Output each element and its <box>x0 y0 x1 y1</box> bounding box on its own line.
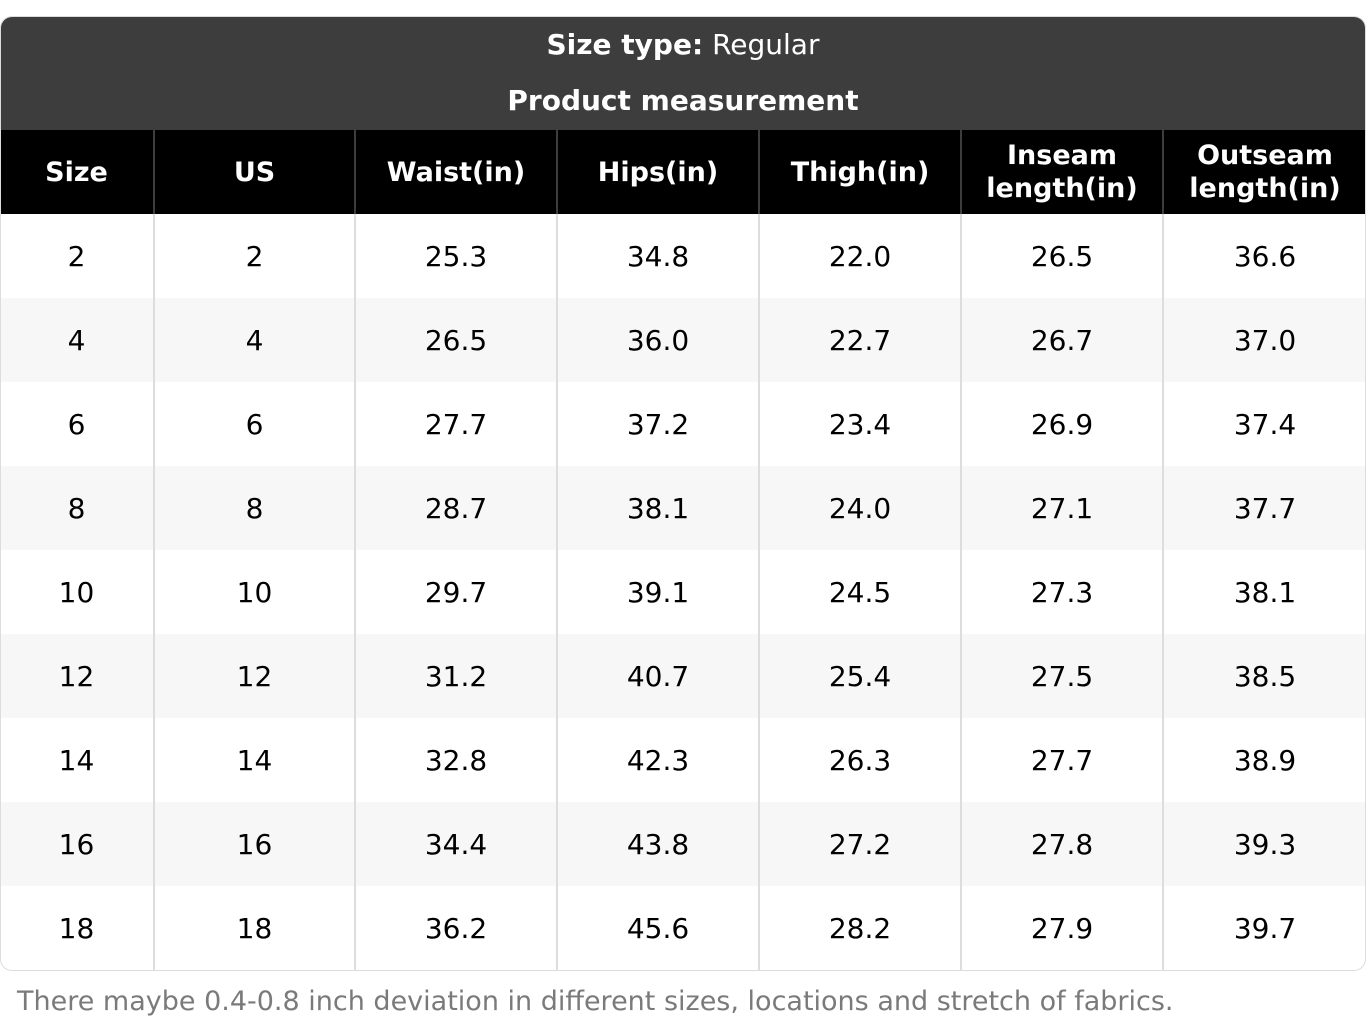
table-cell: 14 <box>1 718 154 802</box>
table-cell: 26.7 <box>960 298 1163 382</box>
table-cell: 26.5 <box>354 298 557 382</box>
table-cell: 23.4 <box>758 382 961 466</box>
column-header: Inseam length(in) <box>960 130 1163 214</box>
column-header: Outseam length(in) <box>1162 130 1365 214</box>
table-cell: 36.0 <box>556 298 759 382</box>
table-cell: 28.7 <box>354 466 557 550</box>
table-cell: 24.0 <box>758 466 961 550</box>
table-cell: 38.9 <box>1162 718 1365 802</box>
table-cell: 10 <box>153 550 355 634</box>
table-row: 14 14 32.8 42.3 26.3 27.7 38.9 <box>1 718 1365 802</box>
table-cell: 4 <box>1 298 154 382</box>
table-cell: 27.2 <box>758 802 961 886</box>
table-row: 4 4 26.5 36.0 22.7 26.7 37.0 <box>1 298 1365 382</box>
table-cell: 39.1 <box>556 550 759 634</box>
table-row: 18 18 36.2 45.6 28.2 27.9 39.7 <box>1 886 1365 970</box>
table-cell: 27.1 <box>960 466 1163 550</box>
table-cell: 26.9 <box>960 382 1163 466</box>
table-row: 6 6 27.7 37.2 23.4 26.9 37.4 <box>1 382 1365 466</box>
table-cell: 37.7 <box>1162 466 1365 550</box>
table-cell: 12 <box>153 634 355 718</box>
table-cell: 22.7 <box>758 298 961 382</box>
column-header: Waist(in) <box>354 130 557 214</box>
table-cell: 38.1 <box>1162 550 1365 634</box>
table-cell: 6 <box>1 382 154 466</box>
table-cell: 37.2 <box>556 382 759 466</box>
table-cell: 16 <box>153 802 355 886</box>
table-cell: 36.2 <box>354 886 557 970</box>
table-body: 2 2 25.3 34.8 22.0 26.5 36.6 4 4 26.5 36.0 22.7 26.7… <box>1 214 1365 970</box>
size-type-value: Regular <box>712 28 820 61</box>
table-cell: 45.6 <box>556 886 759 970</box>
table-cell: 36.6 <box>1162 214 1365 298</box>
table-cell: 38.1 <box>556 466 759 550</box>
table-cell: 18 <box>1 886 154 970</box>
column-header: Thigh(in) <box>758 130 961 214</box>
size-chart-banner: Size type: Regular Product measurement <box>1 17 1365 130</box>
table-cell: 31.2 <box>354 634 557 718</box>
table-cell: 28.2 <box>758 886 961 970</box>
table-cell: 25.3 <box>354 214 557 298</box>
table-cell: 27.7 <box>960 718 1163 802</box>
table-cell: 27.9 <box>960 886 1163 970</box>
table-cell: 26.5 <box>960 214 1163 298</box>
table-cell: 42.3 <box>556 718 759 802</box>
table-cell: 38.5 <box>1162 634 1365 718</box>
table-cell: 27.7 <box>354 382 557 466</box>
table-cell: 2 <box>153 214 355 298</box>
table-cell: 34.4 <box>354 802 557 886</box>
column-header: US <box>153 130 355 214</box>
deviation-note: There maybe 0.4-0.8 inch deviation in di… <box>17 986 1174 1017</box>
table-cell: 39.3 <box>1162 802 1365 886</box>
table-cell: 10 <box>1 550 154 634</box>
table-cell: 4 <box>153 298 355 382</box>
table-cell: 37.4 <box>1162 382 1365 466</box>
table-row: 16 16 34.4 43.8 27.2 27.8 39.3 <box>1 802 1365 886</box>
table-row: 10 10 29.7 39.1 24.5 27.3 38.1 <box>1 550 1365 634</box>
table-cell: 26.3 <box>758 718 961 802</box>
table-cell: 39.7 <box>1162 886 1365 970</box>
table-cell: 27.5 <box>960 634 1163 718</box>
table-cell: 24.5 <box>758 550 961 634</box>
table-cell: 37.0 <box>1162 298 1365 382</box>
table-cell: 34.8 <box>556 214 759 298</box>
table-cell: 18 <box>153 886 355 970</box>
table-row: 2 2 25.3 34.8 22.0 26.5 36.6 <box>1 214 1365 298</box>
table-cell: 27.3 <box>960 550 1163 634</box>
table-row: 12 12 31.2 40.7 25.4 27.5 38.5 <box>1 634 1365 718</box>
size-chart: Size type: Regular Product measurement S… <box>0 16 1366 971</box>
table-cell: 8 <box>1 466 154 550</box>
measurement-title: Product measurement <box>507 84 859 117</box>
column-header: Size <box>1 130 154 214</box>
table-cell: 25.4 <box>758 634 961 718</box>
table-cell: 8 <box>153 466 355 550</box>
table-cell: 12 <box>1 634 154 718</box>
table-cell: 14 <box>153 718 355 802</box>
table-cell: 2 <box>1 214 154 298</box>
column-header: Hips(in) <box>556 130 759 214</box>
table-cell: 32.8 <box>354 718 557 802</box>
size-type-line: Size type: Regular <box>1 17 1365 73</box>
table-header-row: Size US Waist(in) Hips(in) Thigh(in) Inseam l… <box>1 130 1365 214</box>
table-cell: 29.7 <box>354 550 557 634</box>
size-type-label: Size type: <box>546 28 704 61</box>
size-table: Size US Waist(in) Hips(in) Thigh(in) Inseam l… <box>1 130 1365 970</box>
table-cell: 16 <box>1 802 154 886</box>
table-cell: 22.0 <box>758 214 961 298</box>
table-cell: 27.8 <box>960 802 1163 886</box>
table-cell: 43.8 <box>556 802 759 886</box>
table-cell: 6 <box>153 382 355 466</box>
table-cell: 40.7 <box>556 634 759 718</box>
table-row: 8 8 28.7 38.1 24.0 27.1 37.7 <box>1 466 1365 550</box>
